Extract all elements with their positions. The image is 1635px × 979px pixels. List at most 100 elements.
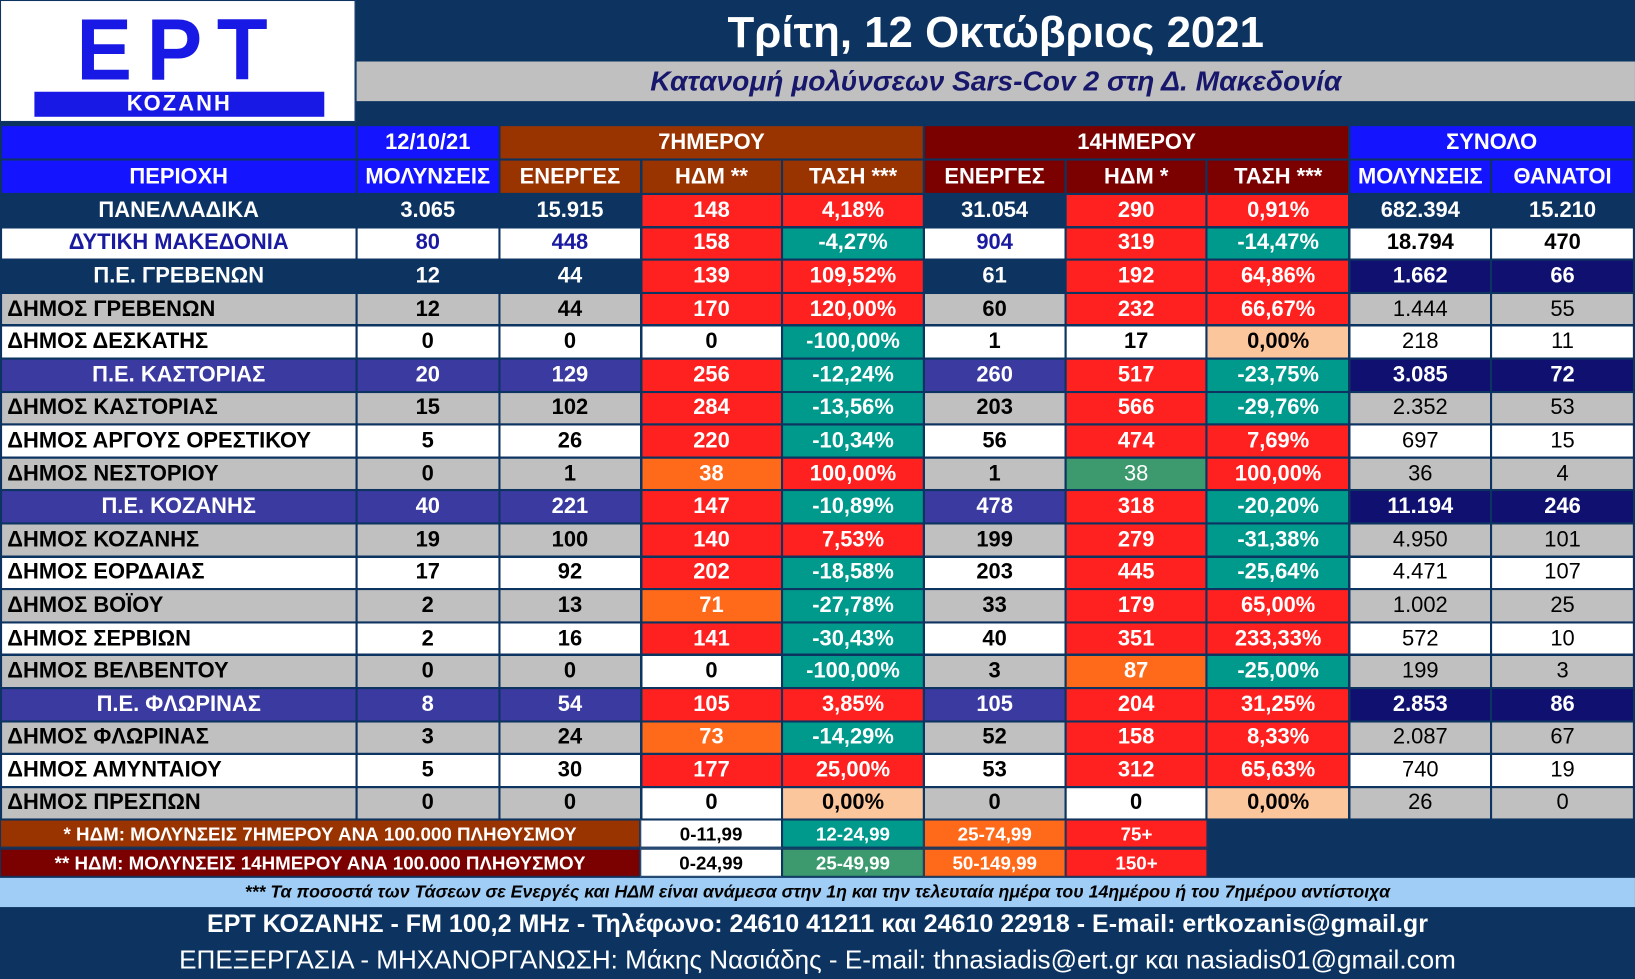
legend-range: 0-24,99	[640, 848, 783, 877]
trend-7day: -10,89%	[781, 489, 925, 525]
hdm-14day: 351	[1064, 621, 1208, 657]
total-cases: 18.794	[1348, 225, 1493, 261]
total-deaths: 470	[1490, 225, 1635, 261]
cases-today: 19	[355, 522, 501, 558]
page-title: Τρίτη, 12 Οκτώβριος 2021	[356, 0, 1635, 61]
active-7day: 30	[498, 752, 642, 788]
active-14day: 0	[922, 785, 1067, 821]
hdm-7day: 148	[639, 192, 784, 228]
region-name: ΔΗΜΟΣ ΒΕΛΒΕΝΤΟΥ	[0, 654, 358, 690]
trend-7day: -10,34%	[781, 423, 925, 459]
hdm-7day: 71	[639, 588, 784, 624]
total-deaths: 107	[1490, 555, 1635, 591]
hdm-14day: 279	[1064, 522, 1208, 558]
active-14day: 33	[922, 588, 1067, 624]
active-7day: 102	[498, 390, 642, 426]
cases-today: 80	[355, 225, 501, 261]
hdm-14day: 17	[1064, 324, 1208, 360]
total-cases: 2.087	[1348, 719, 1493, 755]
total-cases: 2.352	[1348, 390, 1493, 426]
logo-text: ΕΡΤ	[76, 0, 283, 99]
active-7day: 24	[498, 719, 642, 755]
region-name: ΔΗΜΟΣ ΣΕΡΒΙΩΝ	[0, 621, 358, 657]
active-7day: 0	[498, 785, 642, 821]
cases-today: 2	[355, 588, 501, 624]
trend-7day: 3,85%	[781, 686, 925, 722]
column-header: ΗΔΜ **	[639, 158, 784, 195]
hdm-14day: 87	[1064, 654, 1208, 690]
hdm-7day: 177	[639, 752, 784, 788]
hdm-7day: 73	[639, 719, 784, 755]
footer-credits: ΕΠΕΞΕΡΓΑΣΙΑ - ΜΗΧΑΝΟΡΓΑΝΩΣΗ: Μάκης Νασιά…	[179, 945, 1456, 975]
trend-14day: 0,91%	[1205, 192, 1351, 228]
trend-14day: -31,38%	[1205, 522, 1351, 558]
logo-subtext: ΚΟΖΑΝΗ	[34, 91, 325, 117]
total-cases: 740	[1348, 752, 1493, 788]
hdm-7day: 105	[639, 686, 784, 722]
cases-today: 5	[355, 752, 501, 788]
cases-today: 3.065	[355, 192, 501, 228]
column-header: ΘΑΝΑΤΟΙ	[1490, 158, 1635, 195]
hdm-14day: 204	[1064, 686, 1208, 722]
trend-7day: -18,58%	[781, 555, 925, 591]
cases-today: 20	[355, 357, 501, 393]
hdm-14day: 179	[1064, 588, 1208, 624]
active-14day: 904	[922, 225, 1067, 261]
header-7day: 7ΗΜΕΡΟΥ	[498, 124, 925, 161]
active-14day: 60	[922, 291, 1067, 327]
active-14day: 478	[922, 489, 1067, 525]
active-14day: 203	[922, 555, 1067, 591]
cases-today: 17	[355, 555, 501, 591]
total-deaths: 15.210	[1490, 192, 1635, 228]
active-14day: 31.054	[922, 192, 1067, 228]
page-subtitle: Κατανομή μολύνσεων Sars-Cov 2 στη Δ. Μακ…	[356, 61, 1635, 102]
hdm-7day: 158	[639, 225, 784, 261]
column-header: ΕΝΕΡΓΕΣ	[922, 158, 1067, 195]
total-deaths: 4	[1490, 456, 1635, 492]
column-header: ΕΝΕΡΓΕΣ	[498, 158, 642, 195]
legend-range: 0-11,99	[640, 819, 783, 848]
trend-14day: 8,33%	[1205, 719, 1351, 755]
active-14day: 61	[922, 258, 1067, 294]
active-7day: 0	[498, 654, 642, 690]
region-name: ΔΗΜΟΣ ΦΛΩΡΙΝΑΣ	[0, 719, 358, 755]
active-14day: 53	[922, 752, 1067, 788]
ert-logo: ΕΡΤ ΚΟΖΑΝΗ	[0, 0, 356, 122]
hdm-7day: 147	[639, 489, 784, 525]
hdm-14day: 232	[1064, 291, 1208, 327]
active-14day: 3	[922, 654, 1067, 690]
hdm-7day: 0	[639, 324, 784, 360]
trend-7day: -14,29%	[781, 719, 925, 755]
total-cases: 2.853	[1348, 686, 1493, 722]
region-name: ΔΗΜΟΣ ΒΟΪΟΥ	[0, 588, 358, 624]
trend-14day: -29,76%	[1205, 390, 1351, 426]
region-name: ΔΗΜΟΣ ΕΟΡΔΑΙΑΣ	[0, 555, 358, 591]
active-7day: 448	[498, 225, 642, 261]
region-name: ΔΗΜΟΣ ΚΑΣΤΟΡΙΑΣ	[0, 390, 358, 426]
region-name: ΠΑΝΕΛΛΑΔΙΚΑ	[0, 192, 358, 228]
legend-range: 12-24,99	[782, 819, 924, 848]
trend-7day: -13,56%	[781, 390, 925, 426]
total-cases: 3.085	[1348, 357, 1493, 393]
hdm-7day: 0	[639, 785, 784, 821]
total-deaths: 25	[1490, 588, 1635, 624]
trend-7day: 7,53%	[781, 522, 925, 558]
hdm-14day: 0	[1064, 785, 1208, 821]
trend-7day: -100,00%	[781, 324, 925, 360]
hdm-14day: 445	[1064, 555, 1208, 591]
column-header: ΗΔΜ *	[1064, 158, 1208, 195]
header-date: 12/10/21	[355, 124, 501, 161]
legend-range: 25-74,99	[923, 819, 1066, 848]
covid-table: 12/10/21 7ΗΜΕΡΟΥ 14ΗΜΕΡΟΥ ΣΥΝΟΛΟ ΠΕΡΙΟΧΗ ΜΟΛΥ…	[0, 124, 1635, 821]
total-deaths: 246	[1490, 489, 1635, 525]
hdm-14day: 312	[1064, 752, 1208, 788]
active-7day: 0	[498, 324, 642, 360]
trend-14day: 64,86%	[1205, 258, 1351, 294]
column-header: ΤΑΣΗ ***	[1205, 158, 1351, 195]
active-14day: 40	[922, 621, 1067, 657]
total-deaths: 72	[1490, 357, 1635, 393]
cases-today: 0	[355, 654, 501, 690]
hdm-14day: 319	[1064, 225, 1208, 261]
trend-7day: -27,78%	[781, 588, 925, 624]
hdm-14day: 158	[1064, 719, 1208, 755]
